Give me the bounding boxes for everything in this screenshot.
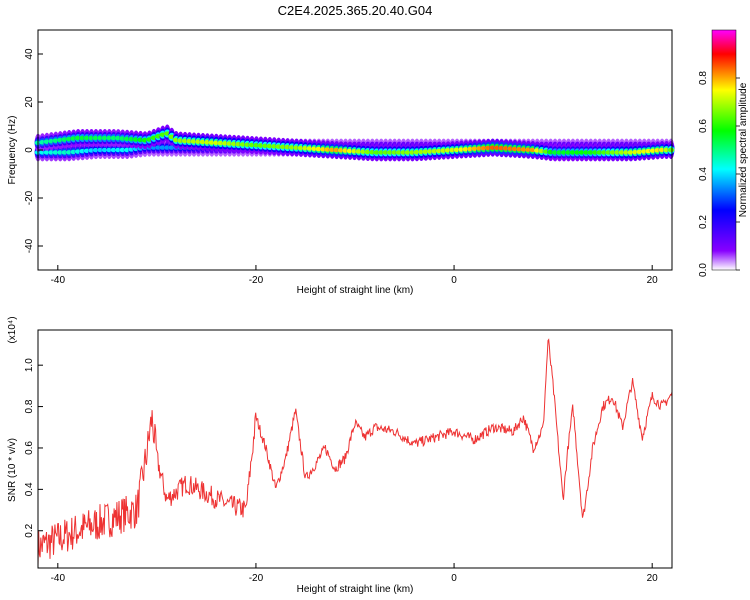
heatmap-y-tick-label: -20 [24,190,35,205]
snr-y-label: SNR (10 * v/v) [7,438,18,502]
snr-y-tick-label: 0.6 [24,441,35,455]
snr-y-tick-label: 0.8 [24,399,35,413]
heatmap-y-tick-label: -40 [24,238,35,253]
colorbar-gradient [711,29,737,271]
colorbar-label: Normalized spectral amplitude [738,82,749,217]
heatmap-layer [34,124,675,162]
colorbar-tick-label: 0.4 [698,167,709,181]
heatmap-panel: -40 -20 0 20 -40 -20 0 20 40 Height of straight… [7,29,675,296]
snr-panel: -40 -20 0 20 0.2 0.4 0.6 0.8 1.0 Height of stra… [7,316,673,595]
heatmap-x-tick-label: -40 [51,275,66,286]
colorbar-tick-label: 0.6 [698,119,709,133]
snr-frame [37,329,673,569]
snr-x-label: Height of straight line (km) [297,584,414,595]
snr-x-ticks: -40 -20 0 20 [51,563,659,584]
heatmap-cell [667,147,675,153]
heatmap-x-tick-label: -20 [249,275,264,286]
colorbar-tick-label: 0.2 [698,215,709,229]
snr-y-tick-label: 0.4 [24,482,35,496]
snr-x-tick-label: 20 [647,573,659,584]
heatmap-y-tick-label: 20 [24,96,35,108]
colorbar-tick-label: 0.8 [698,71,709,85]
snr-y-scale: (x10⁴) [7,316,18,343]
snr-x-tick-label: 0 [451,573,457,584]
heatmap-x-label: Height of straight line (km) [297,285,414,296]
heatmap-y-ticks: -40 -20 0 20 40 [24,48,43,253]
figure-title: C2E4.2025.365.20.40.G04 [278,3,433,18]
heatmap-x-tick-label: 20 [647,275,659,286]
heatmap-y-tick-label: 0 [24,147,35,153]
snr-y-ticks: 0.2 0.4 0.6 0.8 1.0 [24,358,43,538]
colorbar-tick-label: 0.0 [698,263,709,277]
colorbar: 0.0 0.2 0.4 0.6 0.8 Normalized spectral ampl… [698,29,749,277]
heatmap-x-ticks: -40 -20 0 20 [51,265,659,286]
colorbar-ticks: 0.0 0.2 0.4 0.6 0.8 [698,71,740,277]
heatmap-x-tick-label: 0 [451,275,457,286]
snr-y-tick-label: 0.2 [24,523,35,537]
snr-y-tick-label: 1.0 [24,358,35,372]
snr-x-tick-label: -20 [249,573,264,584]
heatmap-y-tick-label: 40 [24,48,35,60]
snr-series-line [37,338,673,566]
heatmap-y-label: Frequency (Hz) [7,116,18,185]
snr-x-tick-label: -40 [51,573,66,584]
